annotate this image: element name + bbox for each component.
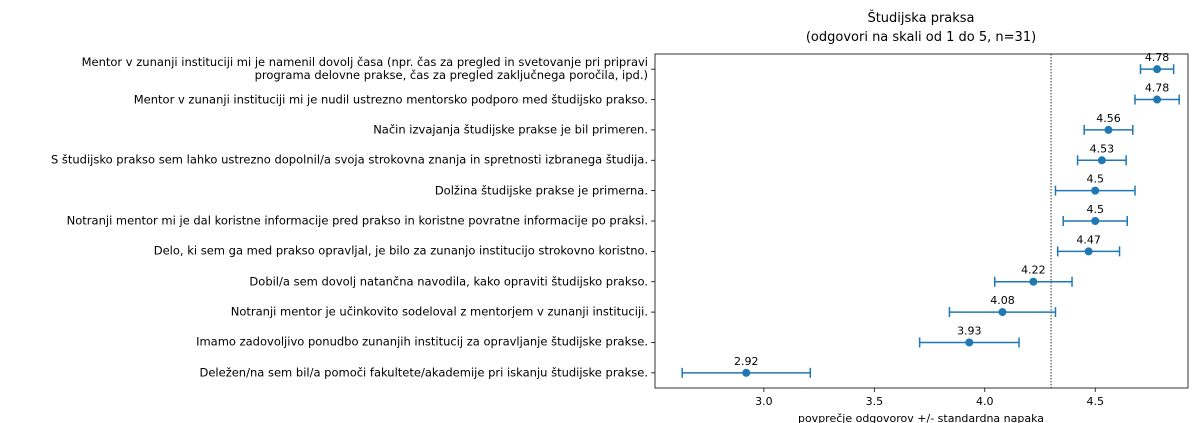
y-tick-label: Dobil/a sem dovolj natančna navodila, ka… (249, 274, 648, 289)
x-tick-label: 4.5 (1086, 395, 1104, 408)
y-tick-label: Delo, ki sem ga med prakso opravljal, je… (153, 243, 648, 258)
data-label: 4.5 (1086, 203, 1104, 216)
chart-subtitle: (odgovori na skali od 1 do 5, n=31) (806, 30, 1036, 45)
data-label: 3.93 (957, 324, 982, 337)
point (1029, 277, 1038, 286)
point (1153, 95, 1162, 104)
point (998, 308, 1007, 317)
y-tick-label: Notranji mentor mi je dal koristne infor… (66, 213, 648, 228)
y-tick-label: S študijsko prakso sem lahko ustrezno do… (50, 152, 648, 167)
point (965, 338, 974, 347)
y-tick-label: Deležen/na sem bil/a pomoči fakultete/ak… (199, 365, 649, 380)
point (742, 368, 751, 377)
y-tick-label: Mentor v zunanji instituciji mi je nudil… (133, 92, 648, 107)
data-label: 4.08 (990, 294, 1015, 307)
point (1084, 247, 1093, 256)
data-label: 4.5 (1086, 173, 1104, 186)
y-tick-label: Dolžina študijske prakse je primerna. (434, 183, 648, 198)
data-label: 4.56 (1096, 112, 1121, 125)
data-label: 4.53 (1090, 142, 1115, 155)
y-tick-label: Imamo zadovoljivo ponudbo zunanjih insti… (196, 334, 648, 349)
point (1097, 156, 1106, 165)
x-tick-label: 3.5 (866, 395, 884, 408)
x-tick-label: 4.0 (976, 395, 994, 408)
y-tick-label: Mentor v zunanji instituciji mi je namen… (81, 55, 648, 83)
data-label: 4.78 (1145, 51, 1170, 64)
data-label: 4.47 (1076, 233, 1101, 246)
point (1153, 65, 1162, 74)
data-label: 4.22 (1021, 264, 1046, 277)
point (1091, 217, 1100, 225)
point (1091, 186, 1100, 195)
x-axis-label: povprečje odgovorov +/- standardna napak… (798, 412, 1044, 423)
x-tick-label: 3.0 (755, 395, 773, 408)
data-label: 4.78 (1145, 82, 1170, 95)
y-tick-label: Način izvajanja študijske prakse je bil … (373, 122, 648, 137)
y-tick-label: Notranji mentor je učinkovito sodeloval … (230, 304, 648, 319)
chart-title: Študijska praksa (867, 10, 974, 26)
data-label: 2.92 (734, 355, 759, 368)
point (1104, 125, 1113, 134)
